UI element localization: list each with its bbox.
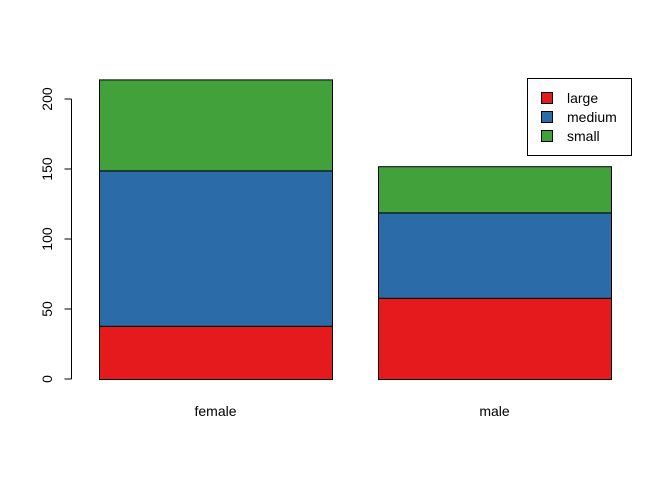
bar-segment-female-medium <box>99 170 333 327</box>
category-label: female <box>194 403 236 419</box>
y-tick-label: 50 <box>39 301 55 317</box>
legend-label-small: small <box>567 128 600 144</box>
legend-swatch-small <box>541 130 553 142</box>
x-axis-labels: female male <box>194 403 509 419</box>
y-tick-label: 150 <box>39 157 55 181</box>
legend-swatch-large <box>541 92 553 104</box>
legend-swatch-medium <box>541 111 553 123</box>
category-label: male <box>479 403 510 419</box>
legend: large medium small <box>527 78 632 156</box>
legend-label-large: large <box>567 90 598 106</box>
bar-segment-male-large <box>378 297 612 380</box>
y-tick-label: 100 <box>39 227 55 251</box>
y-tick-label: 0 <box>39 375 55 383</box>
bar-segment-female-large <box>99 325 333 380</box>
legend-label-medium: medium <box>567 109 617 125</box>
bar-segment-female-small <box>99 79 333 172</box>
bar-segment-male-small <box>378 166 612 214</box>
bars-group <box>99 79 612 380</box>
bar-segment-male-medium <box>378 212 612 299</box>
y-axis: 0 50 100 150 200 <box>39 87 72 383</box>
y-tick-label: 200 <box>39 87 55 111</box>
